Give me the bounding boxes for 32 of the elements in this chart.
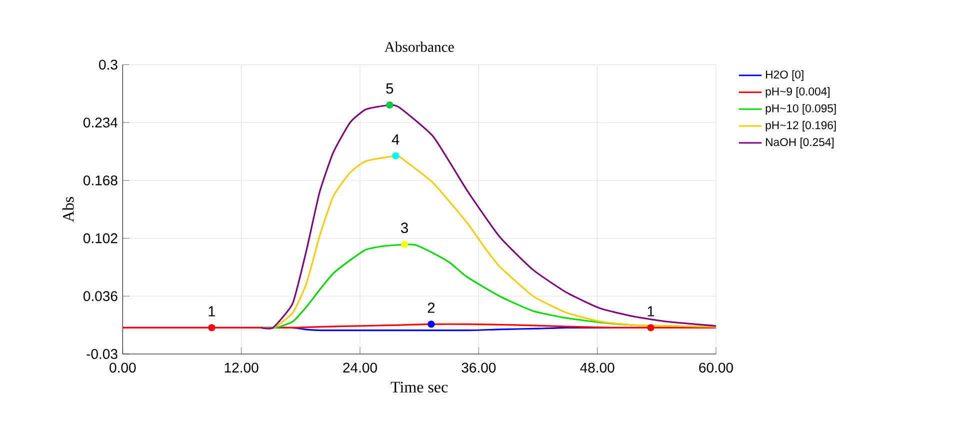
- annotation: 4: [392, 134, 400, 144]
- legend-label: pH~9 [0.004]: [766, 87, 830, 98]
- y-tick-label: 0.036: [83, 291, 118, 302]
- y-axis-title: Abs: [62, 197, 74, 222]
- x-tick-label: 12.00: [224, 362, 258, 373]
- legend-label: H2O [0]: [766, 70, 804, 81]
- y-tick-label: 0.168: [83, 175, 118, 186]
- x-tick-label: 0.00: [110, 362, 136, 373]
- point: [647, 324, 654, 332]
- x-tick-label: 36.00: [462, 362, 496, 373]
- legend-label: pH~10 [0.095]: [766, 104, 836, 115]
- x-axis-title: Time sec: [390, 382, 448, 393]
- point: [400, 240, 408, 248]
- point: [386, 101, 394, 109]
- legend-label: NaOH [0.254]: [766, 138, 834, 148]
- point: [428, 320, 435, 328]
- x-tick-label: 48.00: [580, 362, 614, 373]
- chart-title: Absorbance: [384, 42, 454, 52]
- point: [208, 324, 216, 332]
- x-tick-label: 60.00: [699, 362, 733, 373]
- point: [392, 152, 400, 160]
- y-tick-label: 0.234: [83, 118, 118, 128]
- y-tick-label: 0.102: [83, 233, 118, 244]
- y-tick-label: -0.03: [86, 349, 118, 359]
- x-tick-label: 24.00: [343, 362, 377, 373]
- annotation: 3: [400, 222, 408, 234]
- y-tick-label: 0.3: [99, 60, 118, 70]
- annotation: 1: [208, 306, 216, 316]
- legend-label: pH~12 [0.196]: [766, 120, 836, 132]
- annotation: 5: [386, 83, 394, 94]
- annotation: 2: [428, 302, 435, 313]
- annotation: 1: [648, 306, 654, 316]
